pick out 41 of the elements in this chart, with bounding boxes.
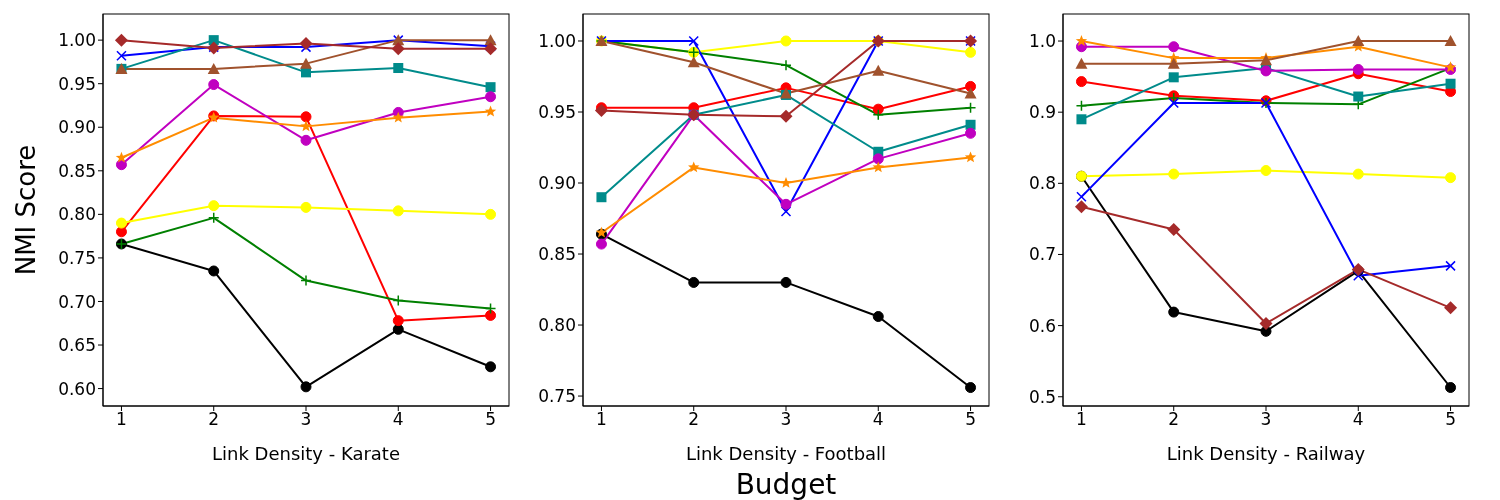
- y-tick-label: 0.90: [58, 117, 96, 138]
- x-axis-title: Link Density - Football: [685, 443, 887, 464]
- y-tick-label: 0.70: [58, 291, 96, 312]
- text: Budget: [734, 468, 838, 500]
- x-tick-label: 3: [300, 409, 312, 430]
- y-tick-label: 0.90: [538, 173, 576, 194]
- x-tick-label: 4: [1352, 409, 1364, 430]
- x-tick-label: 3: [1260, 409, 1272, 430]
- y-tick-label: 1.0: [1028, 31, 1056, 52]
- y-tick-label: 1.00: [58, 30, 96, 51]
- x-tick-label: 5: [485, 409, 496, 430]
- y-tick-label: 0.80: [538, 315, 576, 336]
- y-tick-label: 0.85: [538, 244, 576, 265]
- x-axis-title: Link Density - Railway: [1166, 443, 1366, 464]
- y-tick-label: 0.85: [58, 160, 96, 181]
- y-tick-label: 1.00: [538, 31, 576, 52]
- y-tick-label: 0.8: [1028, 173, 1056, 194]
- x-tick-label: 2: [208, 409, 220, 430]
- x-tick-label: 1: [596, 409, 607, 430]
- y-tick-label: 0.5: [1028, 386, 1056, 407]
- x-tick-label: 4: [392, 409, 404, 430]
- x-tick-label: 2: [688, 409, 700, 430]
- y-tick-label: 0.6: [1028, 315, 1056, 336]
- y-tick-label: 0.60: [58, 378, 96, 399]
- x-tick-label: 2: [1168, 409, 1180, 430]
- y-tick-label: 0.80: [58, 204, 96, 225]
- y-tick-label: 0.75: [58, 247, 96, 268]
- x-tick-label: 4: [872, 409, 884, 430]
- y-tick-label: 0.95: [538, 102, 576, 123]
- y-tick-label: 0.7: [1028, 244, 1056, 265]
- y-tick-label: 0.9: [1028, 102, 1056, 123]
- x-tick-label: 1: [116, 409, 127, 430]
- y-tick-label: 0.95: [58, 73, 96, 94]
- y-tick-label: 0.65: [58, 335, 96, 356]
- x-tick-label: 5: [965, 409, 976, 430]
- y-axis-title: NMI Score: [11, 144, 42, 276]
- x-axis-title: Link Density - Karate: [211, 443, 401, 464]
- x-tick-label: 3: [780, 409, 792, 430]
- x-tick-label: 1: [1076, 409, 1087, 430]
- x-tick-label: 5: [1445, 409, 1456, 430]
- y-tick-label: 0.75: [538, 386, 576, 407]
